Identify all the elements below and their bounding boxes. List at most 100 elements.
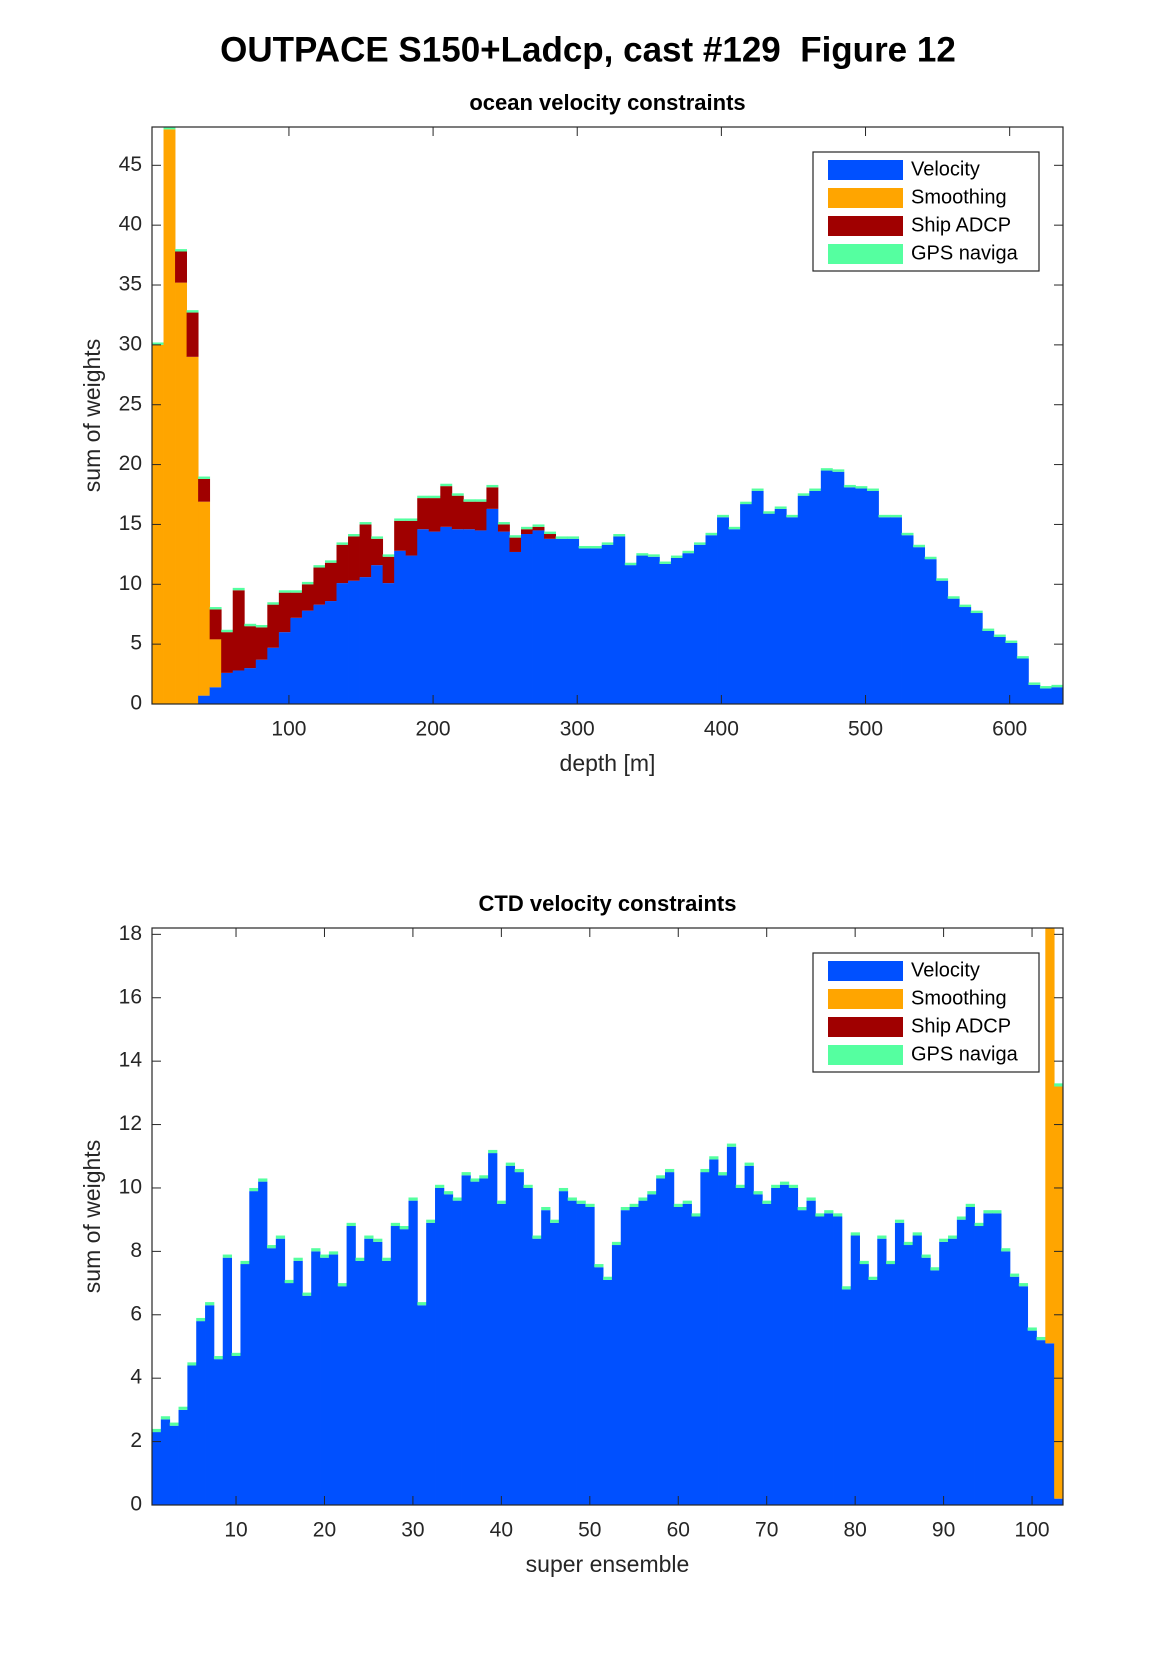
bar-segment [970,613,983,704]
bar-segment [514,1168,524,1173]
bar-segment [301,610,314,704]
bar-segment [601,542,614,545]
bar-segment [824,1213,834,1505]
bar-segment [390,1222,401,1227]
bar-segment [373,1238,383,1242]
bar-segment [232,587,245,591]
bar-segment [753,1191,763,1195]
bar-segment [198,501,211,696]
bar-segment [255,627,268,660]
bar-segment [205,1302,215,1306]
bar-segment [152,1432,162,1505]
bar-segment [682,550,695,554]
bar-segment [700,1172,710,1505]
bar-segment [601,544,614,704]
axes-box [151,927,1064,1506]
bar-segment [474,499,487,502]
bar-segment [1018,1283,1029,1287]
bar-segment [682,1200,692,1204]
bar-segment [196,1317,206,1322]
bar-segment [532,530,545,704]
bar-segment [894,1222,905,1505]
bar-segment [550,1219,560,1223]
bar-segment [301,584,314,611]
bar-segment [231,1355,241,1505]
bar-segment [797,493,810,496]
bar-segment [463,529,476,704]
bar-segment [394,550,407,704]
bar-segment [974,1222,984,1227]
bar-segment [514,1172,524,1505]
bar-segment [486,484,499,488]
bar-segment [948,1235,958,1239]
bar-segment [290,617,303,704]
bar-segment [160,1416,171,1420]
bar-segment [443,1194,454,1505]
bar-segment [613,536,626,704]
bar-segment [638,1197,648,1201]
bar-segment [809,488,822,491]
legend-swatch [828,961,903,981]
bar-segment [255,659,268,704]
plot: 10 20 30 40 50 60 70 80 90 100 0 2 4 6 8 10 12 14 16 18 CTD … [79,891,1064,1577]
x-tick-label: 600 [992,718,1027,741]
legend-swatch [828,216,903,236]
bar-segment [244,623,257,627]
x-tick-label: 40 [490,1519,513,1542]
bar-segment [497,522,510,525]
bar-segment [832,471,845,704]
bar-segment [843,487,856,704]
y-axis-label: sum of weights [79,1140,105,1293]
bar-segment [284,1279,294,1284]
bar-segment [620,1206,631,1211]
bar-segment [947,596,960,599]
bar-segment [629,1203,639,1207]
bar-segment [532,1238,542,1505]
bar-segment [855,486,868,489]
bar-segment [488,1153,498,1505]
bar-segment [843,484,856,488]
bar-segment [673,1203,684,1207]
bar-segment [509,537,522,552]
bar-segment [567,536,580,539]
bar-segment [213,1355,224,1360]
bar-segment [924,556,937,560]
bar-segment [965,1206,975,1505]
bar-segment [664,1172,675,1505]
bar-segment [408,1197,418,1201]
bar-segment [682,553,695,704]
bar-segment [691,1216,701,1505]
bar-segment [209,607,222,610]
bar-segment [1009,1273,1020,1277]
bar-segment [426,1222,436,1505]
bar-segment [590,548,603,704]
bar-segment [209,687,222,704]
bar-segment [178,1409,188,1505]
bar-segment [763,511,776,514]
bar-segment [855,488,868,704]
bar-segment [705,532,718,536]
bar-segment [451,493,464,496]
bar-segment [324,562,337,602]
bar-segment [806,1197,816,1201]
chart-title: CTD velocity constraints [479,891,737,916]
bar-segment [939,1241,949,1505]
bar-segment [1036,1336,1046,1341]
bar-segment [408,1200,418,1505]
bar-segment [921,1254,931,1258]
bar-segment [371,565,384,704]
bar-segment [505,1162,516,1166]
bar-segment [359,524,372,578]
legend-label: GPS naviga [911,1043,1019,1065]
bar-segment [728,526,741,530]
bar-segment [659,561,672,564]
bar-segment [169,1425,179,1505]
bar-segment [399,1229,409,1505]
bar-segment [567,1200,577,1505]
bar-segment [903,1245,914,1505]
bar-segment [311,1248,321,1252]
bar-segment [394,520,407,551]
bar-segment [1018,1286,1029,1505]
bar-segment [382,556,395,584]
